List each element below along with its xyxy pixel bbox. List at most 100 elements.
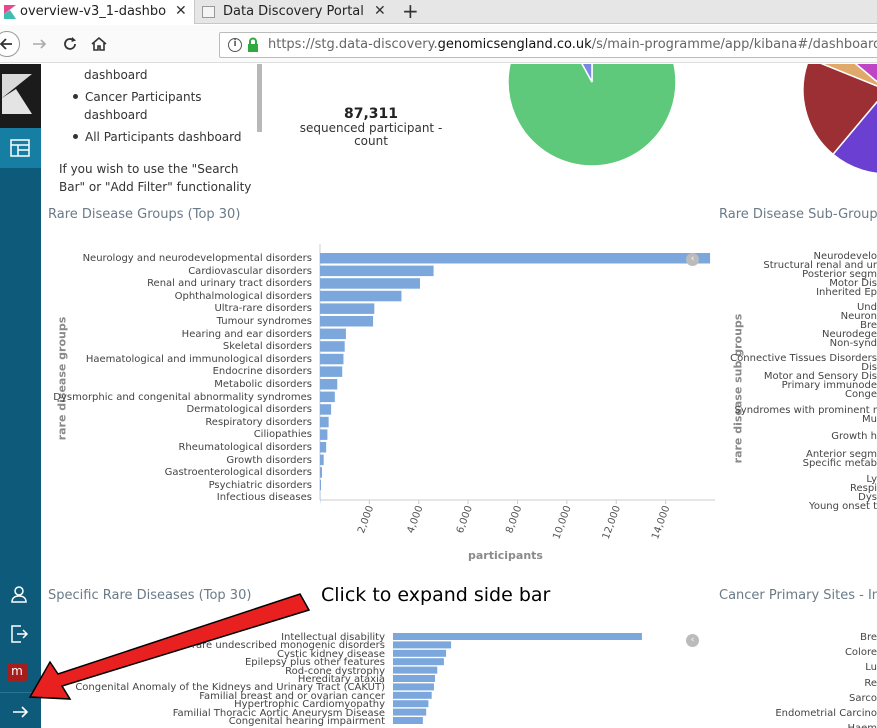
- bar-rare-group[interactable]: [320, 316, 374, 327]
- rare-groups-bar-chart[interactable]: 2,000 4,000 6,000 8,000 10,000 12,000 14,000: [311, 244, 731, 564]
- home-icon[interactable]: [89, 34, 109, 58]
- specific-disease-label: Hypertrophic Cardiomyopathy: [234, 699, 385, 711]
- reload-icon[interactable]: [60, 34, 80, 58]
- rare-groups-y-axis-title: rare disease groups: [55, 316, 69, 441]
- dashboard-nav-item[interactable]: [0, 128, 41, 168]
- bar-specific-disease[interactable]: [393, 666, 438, 674]
- collapse-legend-icon[interactable]: ‹: [686, 634, 699, 647]
- filter-note-line: Bar" or "Add Filter" functionality: [59, 180, 252, 194]
- user-avatar[interactable]: m: [7, 663, 27, 681]
- browser-tab-overview[interactable]: overview-v3_1-dashboar ✕: [0, 0, 195, 24]
- panel-scrollbar[interactable]: [257, 64, 262, 132]
- x-tick-label: 10,000: [551, 504, 573, 541]
- rare-group-label: Growth disorders: [226, 454, 312, 466]
- list-item-link[interactable]: Cancer Participants: [85, 90, 202, 104]
- bar-specific-disease[interactable]: [393, 649, 447, 657]
- pie-slice[interactable]: [809, 64, 877, 90]
- bar-rare-group[interactable]: [320, 442, 327, 453]
- close-tab-icon[interactable]: ✕: [374, 3, 386, 19]
- specific-disease-label: Hereditary ataxia: [297, 674, 385, 685]
- back-icon[interactable]: [0, 31, 20, 57]
- portal-favicon-icon: [202, 6, 215, 18]
- bar-rare-group[interactable]: [320, 391, 335, 403]
- participants-pie-chart[interactable]: [501, 64, 681, 174]
- forward-icon[interactable]: [30, 34, 50, 58]
- logout-icon[interactable]: [9, 624, 29, 648]
- collapse-legend-icon[interactable]: ‹: [686, 253, 699, 266]
- rare-group-label: Gastroenterological disorders: [164, 467, 312, 479]
- url-text: https://stg.data-discovery.genomicsengla…: [268, 37, 877, 52]
- browser-tab-portal[interactable]: Data Discovery Portal - H ✕: [196, 0, 394, 24]
- bar-specific-disease[interactable]: [393, 691, 432, 699]
- specific-disease-label: Intellectual disability: [281, 632, 385, 643]
- new-tab-button[interactable]: +: [402, 0, 419, 23]
- bullet-icon: [73, 134, 78, 139]
- metric-label: sequenced participant - count: [271, 122, 471, 148]
- bar-rare-group[interactable]: [320, 366, 343, 377]
- bar-specific-disease[interactable]: [393, 700, 429, 708]
- bar-rare-group[interactable]: [320, 253, 711, 264]
- metric-panel: 87,311 sequenced participant - count: [271, 94, 471, 154]
- bar-rare-group[interactable]: [320, 290, 402, 302]
- rare-subgroup-label: Posterior segm: [802, 269, 877, 280]
- list-item[interactable]: Cancer Participants: [73, 90, 202, 104]
- bar-rare-group[interactable]: [320, 278, 420, 289]
- rare-group-label: Metabolic disorders: [214, 379, 312, 390]
- bar-specific-disease[interactable]: [393, 708, 427, 716]
- url-path: /s/main-programme/app/kibana#/dashboard/…: [591, 37, 877, 52]
- rare-subgroup-label: Specific metab: [802, 458, 877, 469]
- specific-bar-chart[interactable]: [393, 633, 673, 728]
- bar-specific-disease[interactable]: [393, 633, 642, 640]
- bar-rare-group[interactable]: [320, 404, 332, 415]
- bar-specific-disease[interactable]: [393, 683, 434, 691]
- kibana-sidebar: m: [0, 64, 41, 728]
- pie-slice[interactable]: [802, 64, 877, 156]
- bar-rare-group[interactable]: [320, 429, 328, 440]
- bar-specific-disease[interactable]: [393, 641, 452, 649]
- pie-slice[interactable]: [831, 64, 877, 174]
- bar-rare-group[interactable]: [320, 353, 344, 365]
- rare-group-label: Psychiatric disorders: [208, 479, 312, 491]
- x-tick-label: 8,000: [504, 504, 524, 535]
- bar-rare-group[interactable]: [320, 416, 329, 428]
- filter-note-line: If you wish to use the "Search: [59, 162, 239, 176]
- pie-slice[interactable]: [507, 64, 677, 167]
- bar-rare-group[interactable]: [320, 328, 346, 340]
- list-item-link[interactable]: All Participants dashboard: [85, 130, 242, 144]
- bar-specific-disease[interactable]: [393, 675, 436, 682]
- kibana-favicon-icon: [4, 5, 16, 19]
- rare-group-label: Renal and urinary tract disorders: [147, 278, 312, 290]
- bar-rare-group[interactable]: [320, 479, 321, 491]
- bar-rare-group[interactable]: [320, 303, 375, 314]
- kibana-logo-icon[interactable]: [0, 64, 41, 128]
- bullet-icon: [73, 94, 78, 99]
- rare-group-label: Infectious diseases: [216, 492, 312, 504]
- info-icon[interactable]: i: [228, 38, 242, 52]
- rare-subgroup-label: Neuron: [840, 311, 877, 322]
- bar-rare-group[interactable]: [320, 341, 345, 352]
- close-tab-icon[interactable]: ✕: [175, 3, 187, 19]
- address-bar[interactable]: i https://stg.data-discovery.genomicseng…: [219, 32, 877, 58]
- rare-group-label: Dermatological disorders: [186, 404, 312, 416]
- cancer-pie-chart[interactable]: [777, 64, 877, 174]
- list-item[interactable]: All Participants dashboard: [73, 130, 241, 144]
- pie-slice[interactable]: [823, 64, 877, 90]
- bar-rare-group[interactable]: [320, 467, 322, 478]
- bar-specific-disease[interactable]: [393, 717, 423, 724]
- bar-rare-group[interactable]: [320, 454, 324, 466]
- browser-tab-label: overview-v3_1-dashboar: [20, 4, 166, 19]
- x-tick-label: 14,000: [650, 504, 672, 541]
- rare-subgroup-label: Non-synd: [829, 338, 877, 349]
- metric-label-line: count: [354, 134, 388, 148]
- pie-slice[interactable]: [552, 64, 593, 83]
- expand-sidebar-button[interactable]: [0, 692, 41, 728]
- bar-rare-group[interactable]: [320, 379, 338, 390]
- rare-group-label: Dysmorphic and congenital abnormality sy…: [53, 391, 312, 403]
- rare-subgroup-label: Dis: [861, 362, 877, 373]
- cancer-site-label: Endometrial Carcino: [775, 708, 877, 719]
- user-icon[interactable]: [9, 584, 29, 608]
- rare-subgroup-label: Motor and Sensory Dis: [763, 371, 877, 382]
- bar-specific-disease[interactable]: [393, 658, 444, 666]
- bar-rare-group[interactable]: [320, 265, 434, 277]
- x-tick-label: 2,000: [356, 504, 376, 535]
